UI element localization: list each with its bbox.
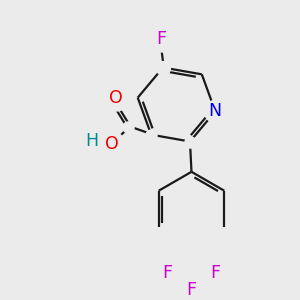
Text: F: F (156, 30, 166, 48)
Text: O: O (110, 89, 123, 107)
Text: F: F (211, 263, 221, 281)
Text: F: F (187, 281, 196, 299)
Text: N: N (209, 102, 222, 120)
Text: O: O (105, 135, 119, 153)
Text: F: F (162, 263, 172, 281)
Text: H: H (85, 132, 99, 150)
